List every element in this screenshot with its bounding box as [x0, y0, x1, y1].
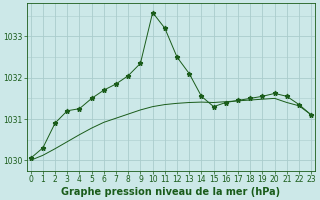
X-axis label: Graphe pression niveau de la mer (hPa): Graphe pression niveau de la mer (hPa) — [61, 187, 281, 197]
